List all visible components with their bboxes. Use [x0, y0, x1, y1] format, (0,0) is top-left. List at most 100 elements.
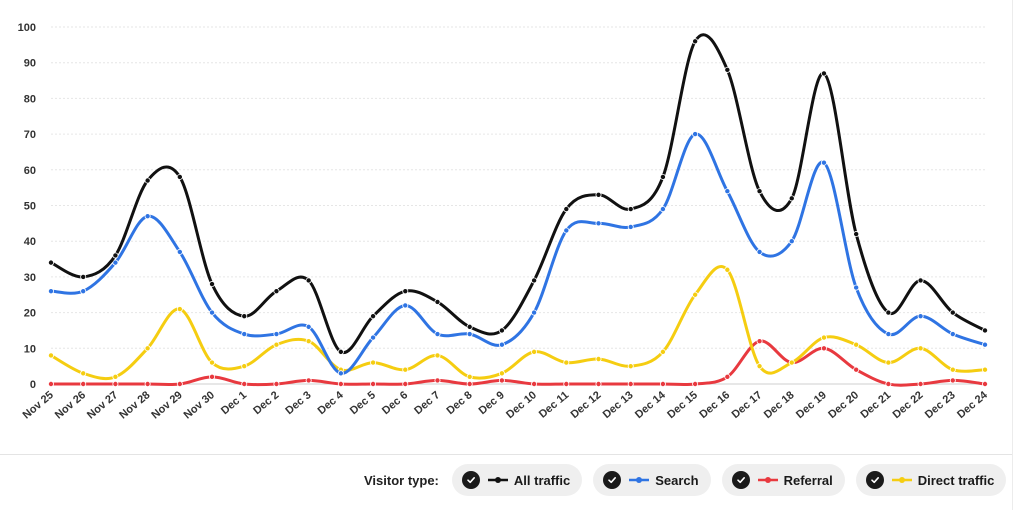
series-line-icon: [757, 477, 778, 483]
x-tick-label: Dec 21: [858, 389, 893, 421]
data-point: [692, 380, 699, 387]
data-point: [80, 380, 87, 387]
legend-title: Visitor type:: [364, 472, 439, 488]
data-point: [885, 359, 892, 366]
data-point: [466, 373, 473, 380]
data-point: [659, 173, 666, 180]
data-point: [692, 291, 699, 298]
data-point: [273, 341, 280, 348]
data-point: [48, 259, 55, 266]
data-point: [982, 366, 989, 373]
data-point: [949, 309, 956, 316]
x-tick-label: Dec 8: [444, 389, 474, 417]
data-point: [241, 313, 248, 320]
data-point: [595, 380, 602, 387]
x-tick-label: Nov 30: [182, 389, 217, 421]
data-point: [48, 352, 55, 359]
data-point: [144, 213, 151, 220]
data-point: [917, 345, 924, 352]
data-point: [434, 331, 441, 338]
data-point: [273, 380, 280, 387]
data-point: [370, 380, 377, 387]
data-point: [434, 377, 441, 384]
data-point: [627, 380, 634, 387]
data-point: [595, 220, 602, 227]
y-axis: 0 10 20 30 40 50 60 70 80 90 100: [18, 22, 36, 391]
x-tick-label: Nov 26: [53, 389, 88, 421]
data-point: [337, 348, 344, 355]
data-point: [144, 345, 151, 352]
legend-chip-direct-traffic[interactable]: Direct traffic: [855, 464, 1007, 496]
x-tick-label: Dec 22: [891, 389, 926, 421]
y-tick-label: 10: [24, 343, 36, 355]
data-point: [531, 380, 538, 387]
y-tick-label: 50: [24, 201, 36, 213]
x-tick-label: Dec 5: [348, 389, 378, 417]
data-point: [498, 327, 505, 334]
data-point: [724, 373, 731, 380]
data-point: [820, 70, 827, 77]
series-line-icon: [891, 477, 912, 483]
data-point: [949, 377, 956, 384]
data-point: [402, 302, 409, 309]
series-search: [48, 131, 989, 377]
x-tick-label: Dec 12: [569, 389, 604, 421]
data-point: [659, 348, 666, 355]
legend-chip-all-traffic[interactable]: All traffic: [451, 464, 583, 496]
x-tick-label: Dec 24: [955, 389, 991, 422]
y-tick-label: 30: [24, 272, 36, 284]
legend-label: Search: [655, 472, 699, 488]
data-point: [853, 231, 860, 238]
data-point: [48, 380, 55, 387]
y-tick-label: 80: [24, 93, 36, 105]
grid-layer: [51, 26, 985, 385]
data-point: [337, 370, 344, 377]
panel-border: [1012, 0, 1013, 510]
data-point: [402, 288, 409, 295]
data-point: [273, 331, 280, 338]
data-point: [949, 331, 956, 338]
legend-chip-search[interactable]: Search: [593, 464, 711, 496]
data-point: [273, 288, 280, 295]
series-referral: [48, 338, 989, 387]
data-point: [370, 359, 377, 366]
data-point: [820, 159, 827, 166]
y-tick-label: 60: [24, 165, 36, 177]
data-point: [820, 334, 827, 341]
data-point: [627, 206, 634, 213]
data-point: [531, 309, 538, 316]
x-tick-label: Dec 4: [316, 389, 347, 418]
legend-chip-referral[interactable]: Referral: [721, 464, 845, 496]
x-tick-label: Dec 16: [697, 389, 732, 421]
data-point: [48, 288, 55, 295]
y-tick-label: 40: [24, 236, 36, 248]
data-point: [982, 327, 989, 334]
legend-divider: [0, 454, 1012, 455]
data-point: [788, 238, 795, 245]
data-point: [595, 191, 602, 198]
data-point: [434, 352, 441, 359]
data-point: [885, 331, 892, 338]
y-tick-label: 0: [30, 379, 36, 391]
x-tick-label: Dec 11: [537, 389, 571, 421]
x-tick-label: Dec 2: [251, 389, 281, 417]
data-point: [176, 173, 183, 180]
data-point: [241, 331, 248, 338]
data-point: [209, 281, 216, 288]
data-point: [595, 356, 602, 363]
y-tick-label: 70: [24, 129, 36, 141]
y-tick-label: 20: [24, 308, 36, 320]
data-point: [563, 359, 570, 366]
data-point: [917, 380, 924, 387]
data-point: [853, 366, 860, 373]
series-line: [49, 33, 987, 354]
data-point: [466, 331, 473, 338]
data-point: [627, 223, 634, 230]
x-tick-label: Dec 9: [477, 389, 507, 417]
data-point: [241, 380, 248, 387]
x-tick-label: Dec 18: [762, 389, 797, 421]
data-point: [788, 195, 795, 202]
data-point: [209, 373, 216, 380]
